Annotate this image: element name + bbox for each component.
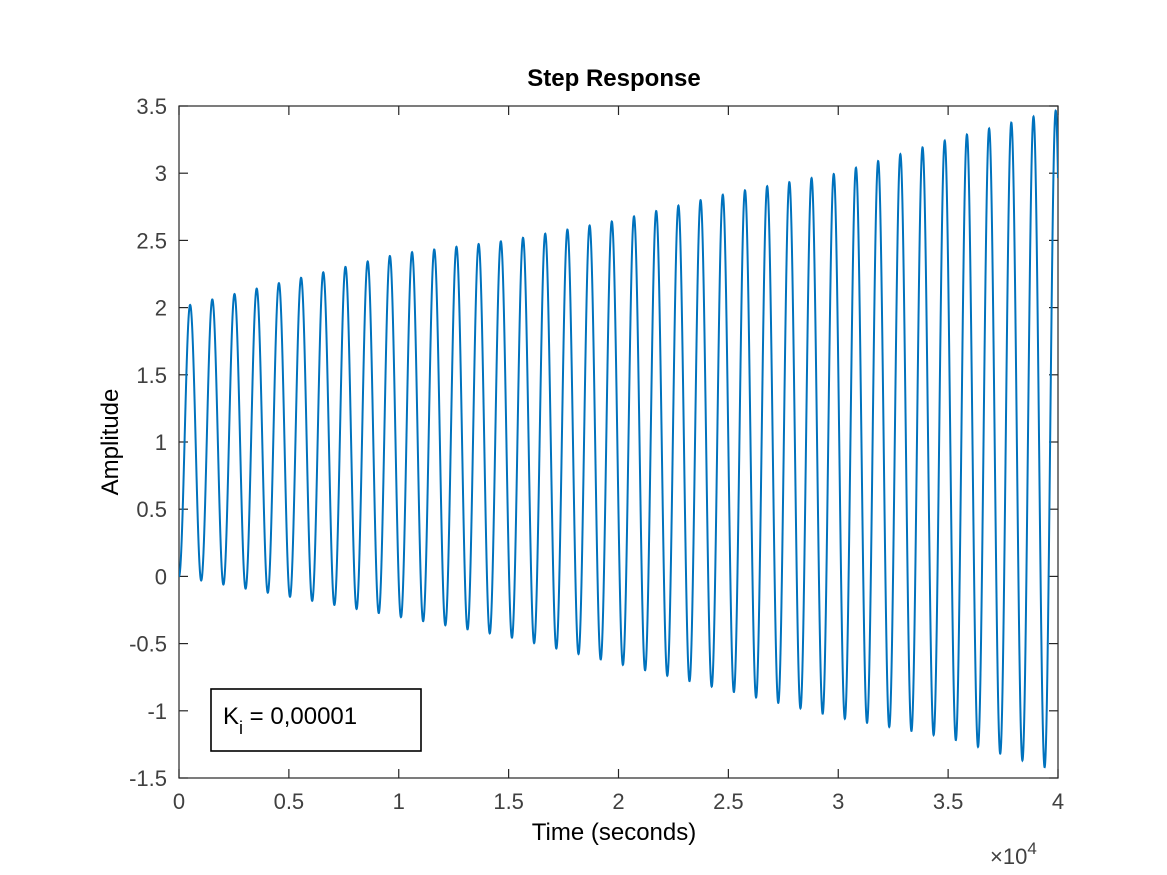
- y-tick-label: 3: [155, 161, 167, 186]
- x-tick-labels: 0 0.5 1 1.5 2 2.5 3 3.5 4: [173, 789, 1064, 814]
- y-tick-label: -1: [147, 699, 167, 724]
- y-tick-label: 1: [155, 430, 167, 455]
- annotation-value: = 0,00001: [243, 703, 357, 730]
- y-tick-label: -1.5: [129, 766, 167, 791]
- y-tick-label: 1.5: [136, 363, 167, 388]
- x-tick-label: 3.5: [933, 789, 964, 814]
- tick-marks: [178, 105, 1059, 779]
- x-axis-exponent-power: 4: [1027, 839, 1036, 858]
- chart-title: Step Response: [527, 65, 700, 92]
- x-tick-label: 0: [173, 789, 185, 814]
- annotation-text: Ki = 0,00001: [223, 703, 357, 738]
- y-tick-label: 2.5: [136, 228, 167, 253]
- y-tick-label: 0: [155, 564, 167, 589]
- x-tick-label: 4: [1052, 789, 1064, 814]
- x-tick-label: 1.5: [493, 789, 524, 814]
- y-tick-label: 3.5: [136, 94, 167, 119]
- step-response-line: [179, 109, 1058, 769]
- x-axis-exponent-base: ×10: [990, 844, 1027, 869]
- plot-area: [178, 105, 1059, 779]
- annotation-k: K: [223, 703, 239, 730]
- annotation-box: Ki = 0,00001: [210, 688, 422, 752]
- axes-box: [178, 105, 1059, 779]
- y-axis-label: Amplitude: [97, 389, 124, 496]
- x-tick-label: 2: [612, 789, 624, 814]
- x-tick-label: 3: [832, 789, 844, 814]
- annotation-subscript: i: [239, 718, 243, 738]
- x-axis-exponent: ×104: [990, 839, 1037, 869]
- y-tick-label: 0.5: [136, 497, 167, 522]
- y-tick-label: -0.5: [129, 632, 167, 657]
- x-tick-label: 0.5: [274, 789, 305, 814]
- y-tick-labels: -1.5 -1 -0.5 0 0.5 1 1.5 2 2.5 3 3.5: [129, 94, 167, 791]
- x-axis-label: Time (seconds): [532, 819, 696, 846]
- x-tick-label: 2.5: [713, 789, 744, 814]
- y-tick-label: 2: [155, 296, 167, 321]
- x-tick-label: 1: [393, 789, 405, 814]
- annotation-border: [210, 688, 422, 752]
